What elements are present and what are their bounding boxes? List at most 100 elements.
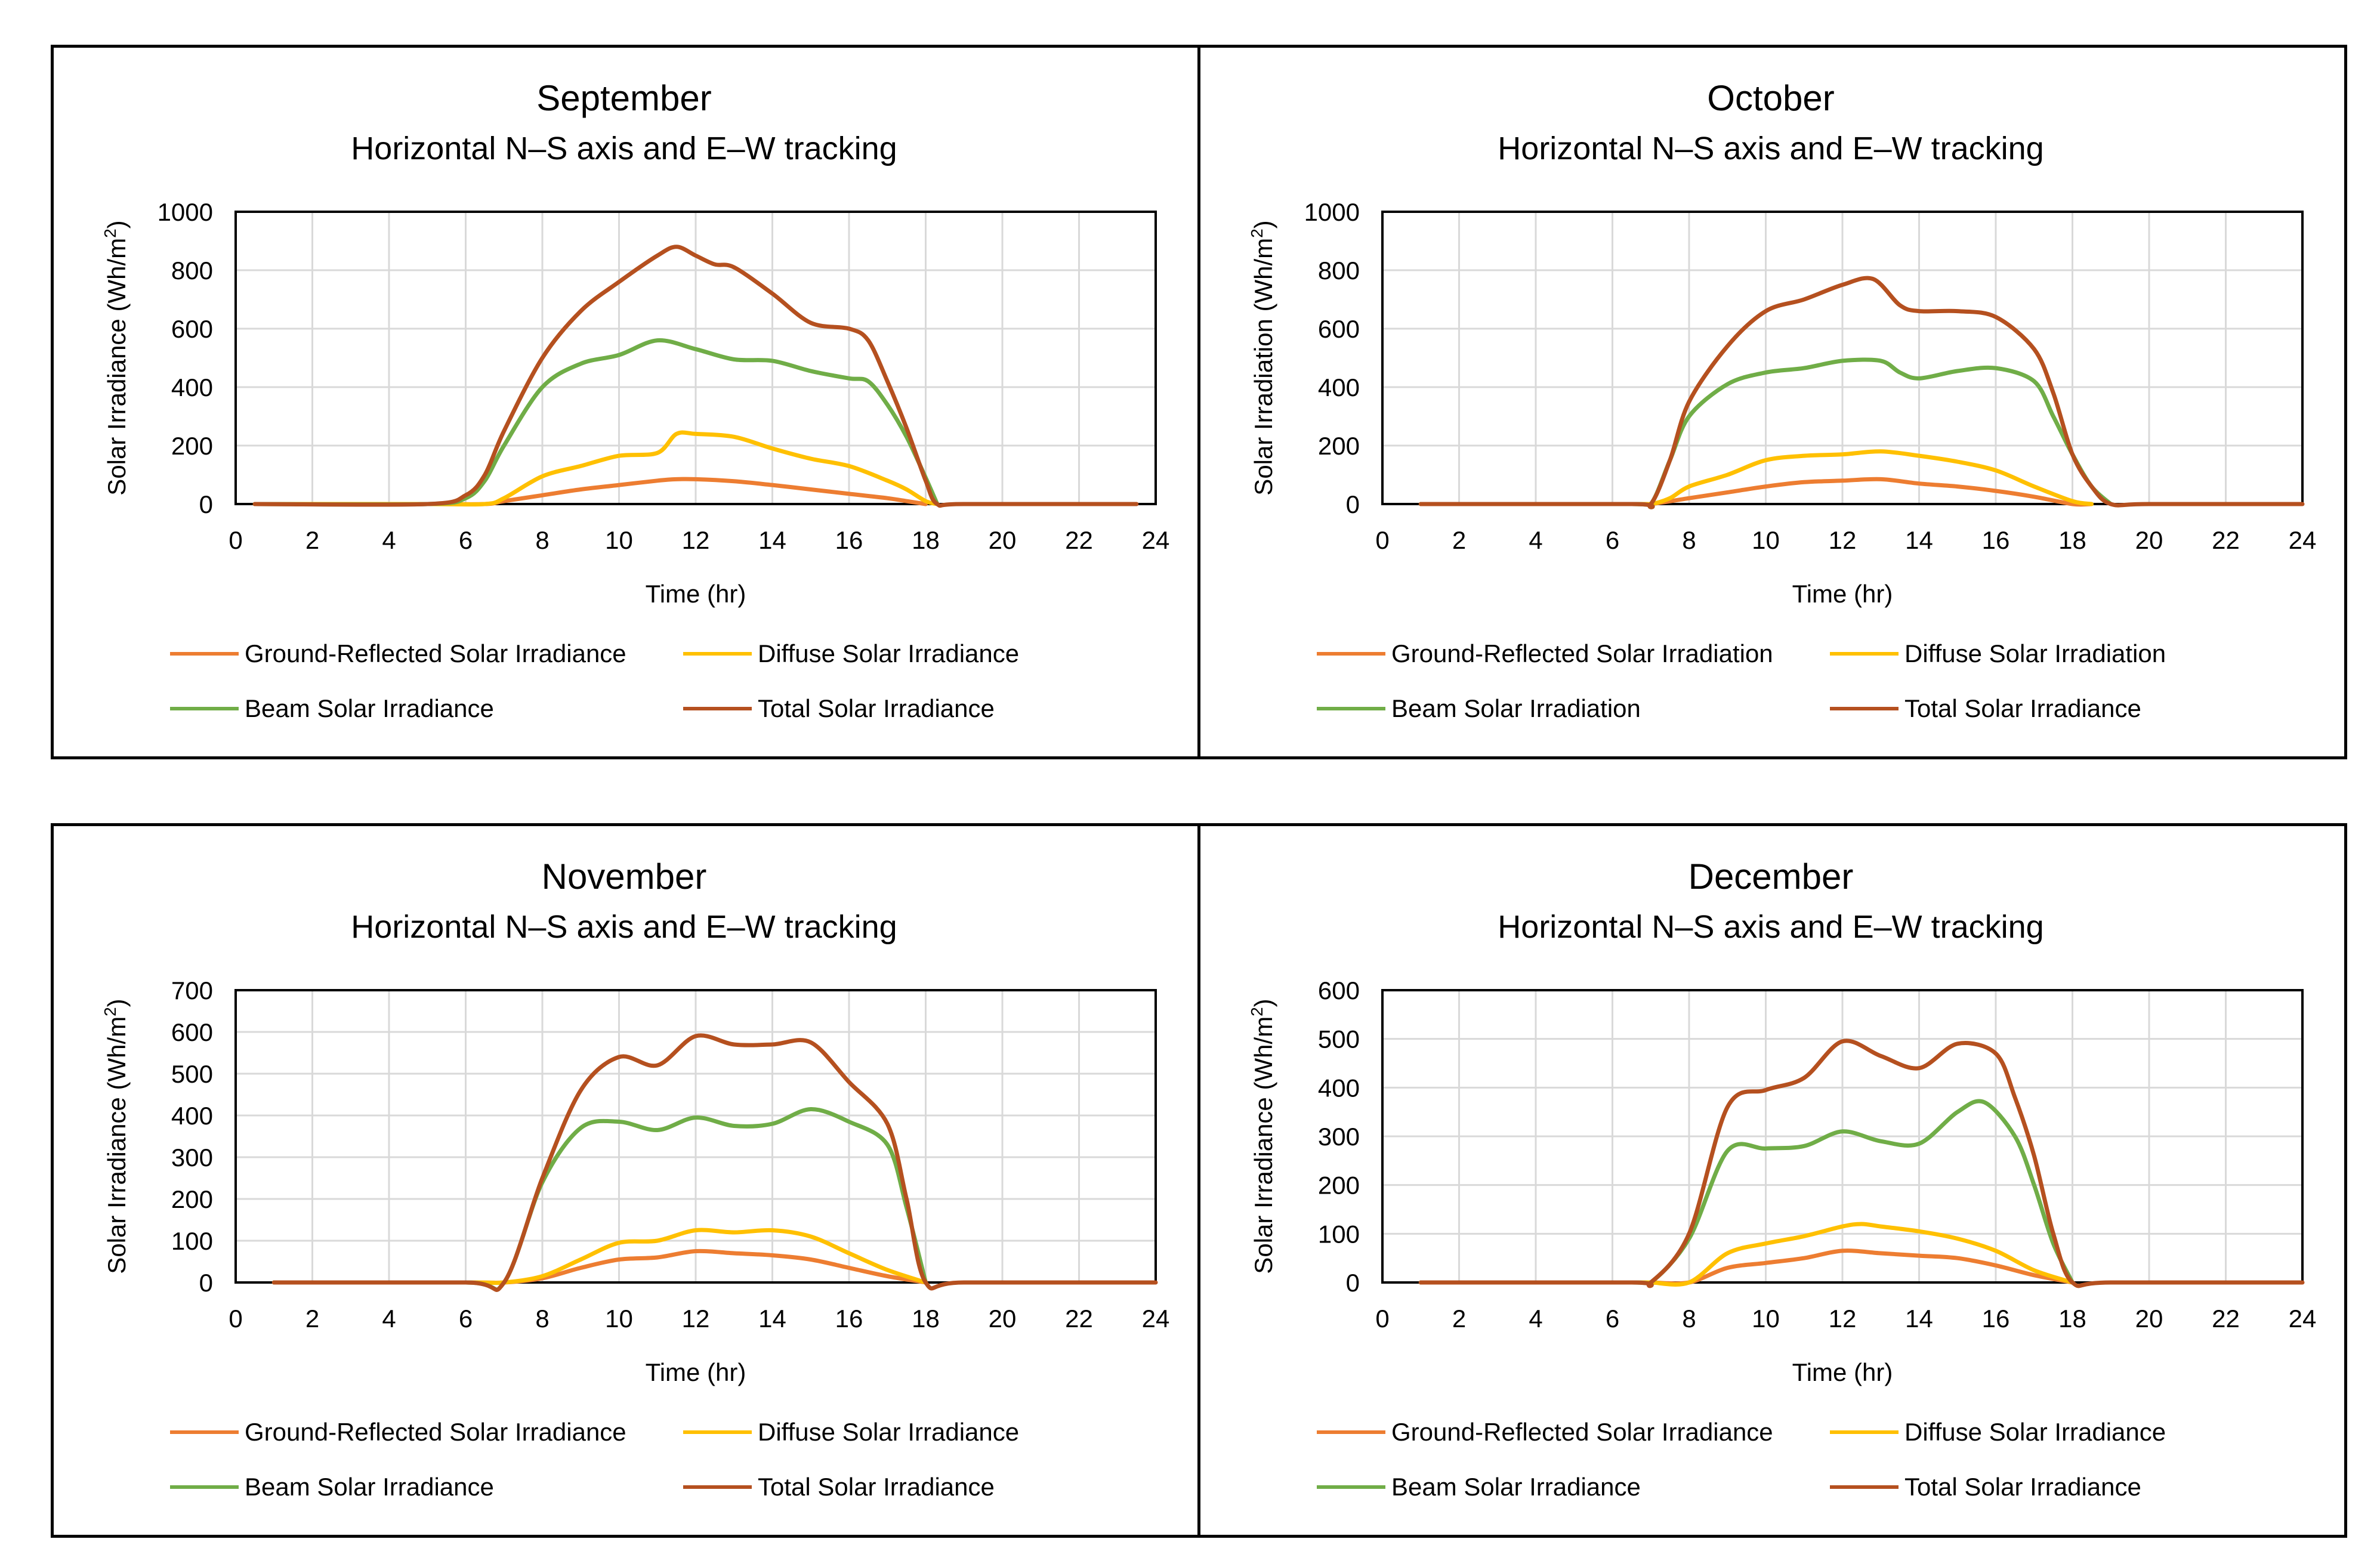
x-tick-label: 12	[682, 1305, 710, 1333]
series-line-ground	[252, 477, 928, 506]
legend-label: Total Solar Irradiance	[758, 1473, 995, 1501]
x-tick-label: 0	[1375, 526, 1389, 554]
y-tick-label: 400	[1318, 1074, 1360, 1102]
x-tick-label: 16	[1982, 1305, 2010, 1333]
y-tick-label: 400	[171, 1102, 213, 1130]
y-tick-label: 600	[1318, 976, 1360, 1005]
y-tick-label: 400	[1318, 373, 1360, 401]
x-tick-label: 0	[229, 526, 242, 554]
legend-label: Total Solar Irradiance	[1904, 694, 2141, 722]
x-axis-label: Time (hr)	[646, 580, 746, 608]
chart-title: December	[1688, 857, 1854, 897]
y-tick-label: 0	[1346, 490, 1360, 518]
x-tick-label: 22	[2212, 1305, 2240, 1333]
x-tick-label: 6	[1606, 526, 1619, 554]
x-tick-label: 0	[229, 1305, 242, 1333]
x-tick-label: 18	[2058, 1305, 2086, 1333]
chart-subtitle: Horizontal N–S axis and E–W tracking	[351, 131, 897, 166]
chart-subtitle: Horizontal N–S axis and E–W tracking	[1498, 131, 2043, 166]
x-tick-label: 20	[989, 526, 1017, 554]
y-tick-label: 0	[1346, 1269, 1360, 1297]
legend-label: Diffuse Solar Irradiation	[1904, 639, 2166, 667]
x-tick-label: 4	[382, 526, 396, 554]
x-tick-label: 8	[1682, 526, 1696, 554]
x-axis-label: Time (hr)	[1792, 1358, 1893, 1386]
y-tick-label: 600	[171, 1018, 213, 1046]
y-tick-label: 200	[1318, 1172, 1360, 1200]
series-line-ground	[1418, 477, 2094, 507]
y-tick-label: 300	[171, 1143, 213, 1172]
series-line-total	[271, 1033, 1158, 1292]
legend-label: Diffuse Solar Irradiance	[758, 639, 1019, 667]
x-tick-label: 10	[1752, 1305, 1780, 1333]
y-axis-label: Solar Irradiation (Wh/m2)	[1248, 220, 1277, 495]
series-line-ground	[1418, 1248, 2075, 1286]
x-tick-label: 18	[2058, 526, 2086, 554]
chart-title: November	[542, 857, 707, 897]
legend-label: Ground-Reflected Solar Irradiance	[245, 639, 626, 667]
legend-label: Beam Solar Irradiance	[245, 694, 494, 722]
x-tick-label: 6	[459, 526, 473, 554]
y-tick-label: 600	[171, 315, 213, 343]
series-line-beam	[252, 338, 940, 507]
x-tick-label: 14	[1905, 1305, 1933, 1333]
x-tick-label: 24	[1142, 526, 1170, 554]
y-tick-label: 400	[171, 373, 213, 401]
x-tick-label: 10	[605, 1305, 633, 1333]
series-line-beam	[1418, 1099, 2075, 1288]
chart-panel-november: November Horizontal N–S axis and E–W trac…	[51, 823, 1200, 1538]
series-line-ground	[271, 1248, 928, 1285]
chart-subtitle: Horizontal N–S axis and E–W tracking	[1498, 909, 2043, 945]
x-tick-label: 12	[1829, 1305, 1857, 1333]
chart-panel-december: December Horizontal N–S axis and E–W trac…	[1197, 823, 2347, 1538]
x-tick-label: 16	[1982, 526, 2010, 554]
x-tick-label: 6	[459, 1305, 473, 1333]
y-tick-label: 500	[171, 1060, 213, 1088]
chart-title: September	[536, 78, 712, 118]
x-tick-label: 6	[1606, 1305, 1619, 1333]
x-tick-label: 20	[989, 1305, 1017, 1333]
x-axis-label: Time (hr)	[646, 1358, 746, 1386]
chart-panel-october: October Horizontal N–S axis and E–W track…	[1197, 45, 2347, 759]
y-tick-label: 500	[1318, 1025, 1360, 1053]
legend-label: Beam Solar Irradiance	[1391, 1473, 1641, 1501]
x-tick-label: 4	[382, 1305, 396, 1333]
chart-svg: October Horizontal N–S axis and E–W track…	[1248, 78, 2316, 722]
series-line-total	[252, 245, 1139, 508]
legend-label: Total Solar Irradiance	[758, 694, 995, 722]
series-line-diffuse	[271, 1228, 928, 1285]
series-line-diffuse	[252, 430, 940, 507]
chart-panel-september: September Horizontal N–S axis and E–W tra…	[51, 45, 1200, 759]
y-tick-label: 800	[171, 256, 213, 285]
x-tick-label: 10	[1752, 526, 1780, 554]
legend-label: Ground-Reflected Solar Irradiation	[1391, 639, 1773, 667]
legend-label: Diffuse Solar Irradiance	[1904, 1418, 2166, 1446]
chart-svg: November Horizontal N–S axis and E–W trac…	[101, 857, 1169, 1501]
legend-label: Beam Solar Irradiance	[245, 1473, 494, 1501]
y-tick-label: 600	[1318, 315, 1360, 343]
x-tick-label: 14	[1905, 526, 1933, 554]
x-tick-label: 20	[2135, 1305, 2163, 1333]
x-tick-label: 20	[2135, 526, 2163, 554]
y-tick-label: 0	[199, 490, 213, 518]
x-tick-label: 4	[1529, 1305, 1542, 1333]
x-tick-label: 4	[1529, 526, 1542, 554]
y-axis-label: Solar Irradiance (Wh/m2)	[101, 999, 131, 1274]
x-tick-label: 2	[1452, 1305, 1466, 1333]
x-tick-label: 16	[835, 526, 863, 554]
x-tick-label: 8	[1682, 1305, 1696, 1333]
x-tick-label: 24	[2289, 1305, 2317, 1333]
legend-label: Beam Solar Irradiation	[1391, 694, 1641, 722]
y-tick-label: 1000	[1304, 198, 1360, 226]
x-tick-label: 22	[1065, 526, 1093, 554]
x-tick-label: 14	[758, 1305, 786, 1333]
x-tick-label: 16	[835, 1305, 863, 1333]
y-tick-label: 100	[171, 1227, 213, 1255]
y-tick-label: 0	[199, 1269, 213, 1297]
x-tick-label: 18	[912, 526, 940, 554]
chart-subtitle: Horizontal N–S axis and E–W tracking	[351, 909, 897, 945]
x-tick-label: 14	[758, 526, 786, 554]
series-line-diffuse	[1418, 449, 2094, 507]
x-axis-label: Time (hr)	[1792, 580, 1893, 608]
y-tick-label: 300	[1318, 1123, 1360, 1151]
